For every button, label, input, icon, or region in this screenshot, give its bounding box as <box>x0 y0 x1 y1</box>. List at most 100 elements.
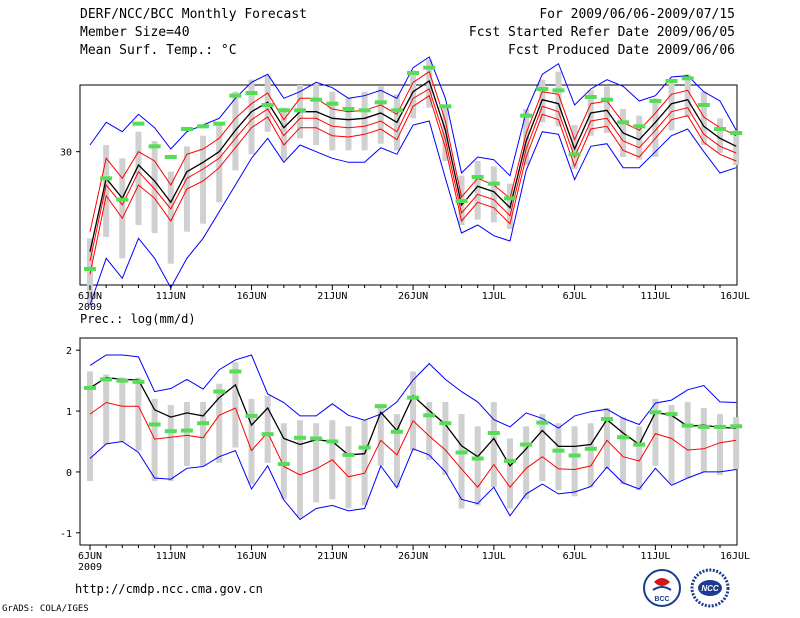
spread-box <box>717 118 723 153</box>
spread-box <box>571 426 578 497</box>
precipitation-panel: Prec.: log(mm/d) 2 1 0 -1 6JUN 11JUN 16JUN 21JUN… <box>60 312 750 573</box>
x-tick-label: 6JUN <box>78 551 102 562</box>
spread-box <box>490 401 497 488</box>
x-tick-label: 21JUN <box>317 551 347 562</box>
ensemble-marker <box>471 175 484 179</box>
ensemble-marker <box>374 404 387 409</box>
ensemble-marker <box>455 450 468 455</box>
ensemble-marker <box>536 420 549 425</box>
ensemble-marker <box>374 100 387 105</box>
spread-box <box>280 423 287 500</box>
ensemble-marker <box>633 442 646 447</box>
member-size: Member Size=40 <box>80 25 190 40</box>
spread-box <box>345 98 352 151</box>
ensemble-marker <box>407 71 420 75</box>
ensemble-marker <box>487 181 500 186</box>
spread-box <box>474 426 481 506</box>
series-line-upper <box>89 70 737 232</box>
spread-box <box>232 362 239 448</box>
ensemble-marker <box>229 93 242 98</box>
produced-date: Fcst Produced Date 2009/06/06 <box>508 43 735 58</box>
ensemble-marker <box>520 442 533 447</box>
spread-box <box>652 98 659 157</box>
ensemble-marker <box>714 127 726 131</box>
spread-box <box>377 86 384 144</box>
ensemble-marker <box>116 378 129 383</box>
spread-box <box>329 91 336 151</box>
spread-box <box>345 426 352 509</box>
ensemble-marker <box>487 430 500 435</box>
ensemble-marker <box>342 452 355 457</box>
ensemble-marker <box>148 422 161 427</box>
spread-box <box>135 377 142 451</box>
spread-box <box>490 166 497 223</box>
logos: BCC NCC <box>643 568 730 608</box>
spread-box <box>733 417 740 469</box>
x-tick-label: 16JUL <box>720 291 750 302</box>
spread-box <box>119 158 126 259</box>
ensemble-marker <box>730 424 743 429</box>
series-line-min <box>89 120 737 306</box>
ensemble-marker <box>197 124 210 129</box>
ensemble-marker <box>649 410 662 415</box>
x-tick-label: 11JUN <box>156 291 186 302</box>
spread-box <box>103 374 110 445</box>
spread-box <box>361 420 368 506</box>
ensemble-marker <box>681 423 694 428</box>
spread-box <box>507 438 513 509</box>
bcc-logo-text: BCC <box>654 596 669 603</box>
bcc-logo: BCC <box>643 569 681 607</box>
spread-box <box>119 377 126 442</box>
spread-box <box>684 401 691 479</box>
ensemble-marker <box>617 435 630 440</box>
spread-box <box>587 423 594 488</box>
ensemble-marker <box>277 108 290 113</box>
x-tick-label: 1JUL <box>482 551 506 562</box>
footer-url[interactable]: http://cmdp.ncc.cma.gov.cn <box>75 582 263 596</box>
spread-box <box>410 371 417 451</box>
spread-box <box>603 408 610 469</box>
ensemble-marker <box>84 385 96 390</box>
spread-box <box>652 398 659 466</box>
ensemble-marker <box>423 65 436 70</box>
spread-box <box>87 238 93 305</box>
spread-box <box>183 401 190 466</box>
spread-box <box>216 383 223 463</box>
panel-title: Prec.: log(mm/d) <box>80 312 196 326</box>
ensemble-marker <box>504 196 516 201</box>
spread-box <box>151 141 158 233</box>
spread-box <box>700 91 707 145</box>
ensemble-marker <box>584 95 597 99</box>
ensemble-marker <box>407 395 420 400</box>
spread-box <box>636 426 643 491</box>
spread-box <box>442 401 449 475</box>
spread-box <box>555 423 562 491</box>
ensemble-marker <box>633 124 646 129</box>
spread-box <box>200 401 207 466</box>
ensemble-marker <box>649 99 662 103</box>
x-tick-label: 6JUN <box>78 291 102 302</box>
ncc-logo: NCC <box>690 568 730 608</box>
ensemble-marker <box>600 416 613 421</box>
spread-box <box>377 404 384 466</box>
started-refer-date: Fcst Started Refer Date 2009/06/05 <box>468 25 735 40</box>
series-line-min <box>89 440 737 521</box>
spread-box <box>620 417 627 485</box>
x-tick-label: 1JUL <box>482 291 506 302</box>
ensemble-marker <box>439 421 452 426</box>
ensemble-marker <box>552 88 565 93</box>
ensemble-marker <box>568 152 581 157</box>
ensemble-marker <box>504 458 516 463</box>
y-tick-label: 0 <box>66 468 72 479</box>
spread-box <box>216 125 223 203</box>
spread-box <box>167 171 174 264</box>
chart-title: DERF/NCC/BCC Monthly Forecast <box>80 7 307 22</box>
ensemble-marker <box>584 446 597 451</box>
spread-box <box>361 91 368 151</box>
ensemble-marker <box>100 377 113 382</box>
ensemble-marker <box>277 462 290 467</box>
spread-box <box>313 83 320 145</box>
spread-box <box>571 125 578 169</box>
ensemble-marker <box>358 445 371 450</box>
